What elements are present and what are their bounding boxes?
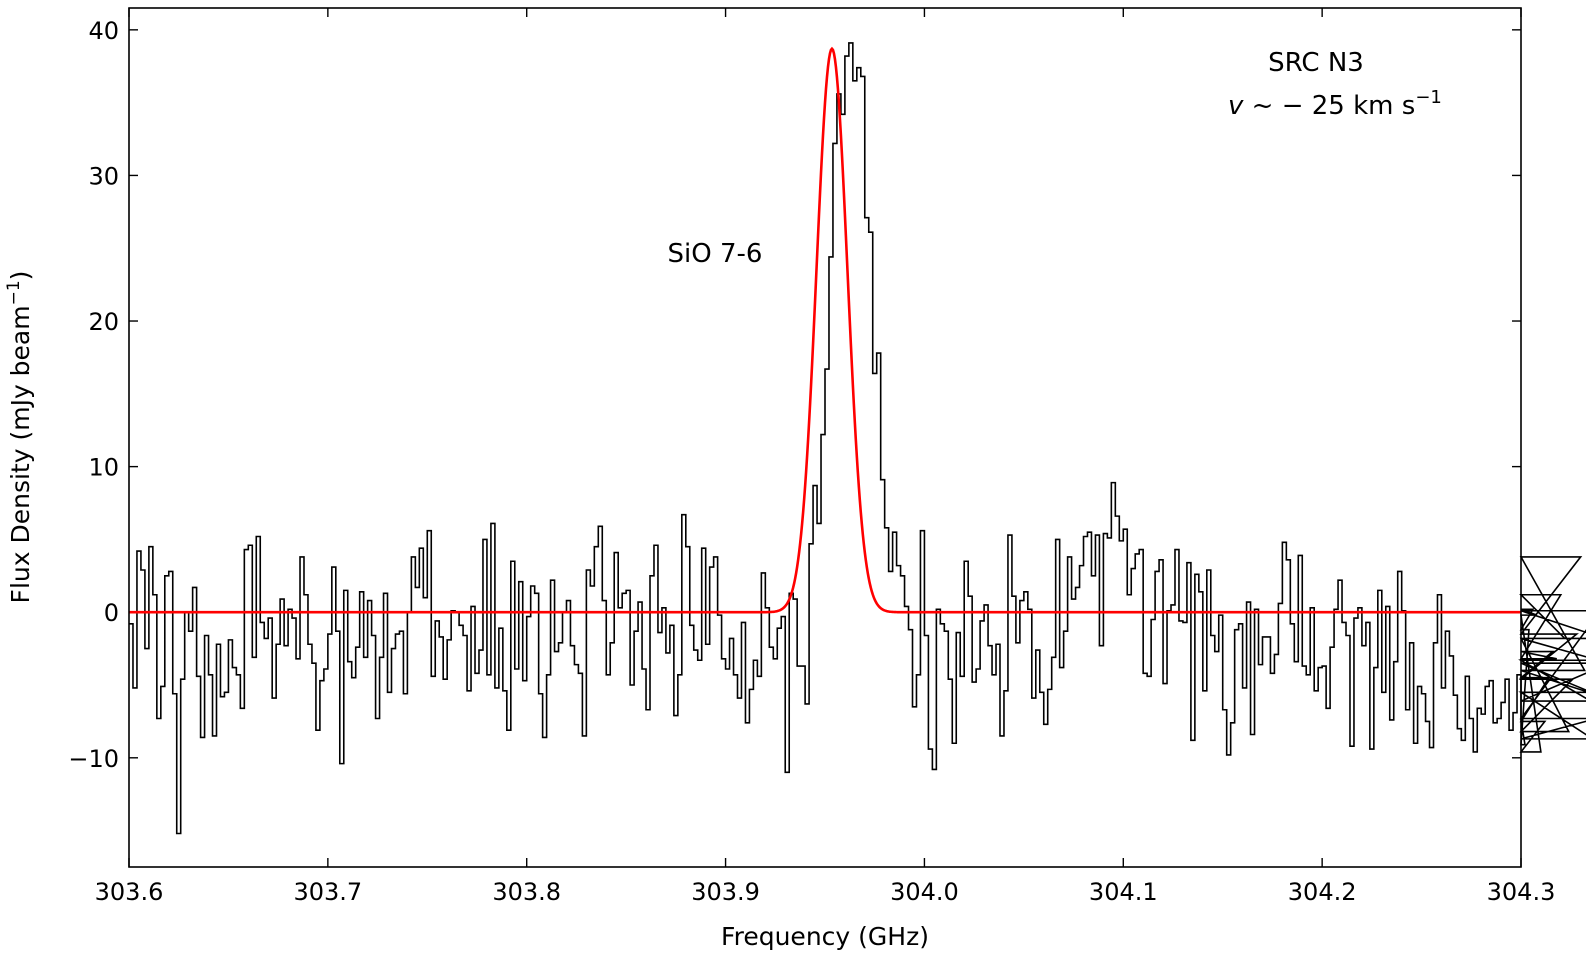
source-annotation: SRC N3: [1268, 48, 1364, 78]
y-tick-label: 10: [88, 454, 119, 482]
velocity-symbol: v: [1228, 91, 1244, 121]
y-tick-label: 0: [104, 599, 119, 627]
y-axis-label-exponent: −1: [4, 280, 24, 305]
x-tick-labels: 303.6 303.7 303.8 303.9 304.0 304.1 304.2 304.3: [95, 878, 1556, 906]
y-axis-label-main: Flux Density (mJy beam: [6, 305, 35, 603]
axis-ticks: [128, 8, 1522, 867]
velocity-value: ~ − 25 km s: [1243, 91, 1415, 121]
x-tick-label: 304.3: [1487, 878, 1556, 906]
plot-frame: [128, 7, 1522, 868]
y-tick-label: 20: [88, 308, 119, 336]
observed-spectrum-step-line: [129, 42, 1586, 835]
y-tick-labels: −10 0 10 20 30 40: [68, 17, 119, 773]
x-tick-label: 303.8: [492, 878, 561, 906]
x-tick-label: 304.2: [1288, 878, 1357, 906]
x-tick-label: 303.6: [95, 878, 164, 906]
x-tick-label: 304.0: [890, 878, 959, 906]
velocity-exponent: −1: [1415, 87, 1442, 108]
velocity-annotation: v ~ − 25 km s−1: [1228, 87, 1442, 121]
x-axis-label: Frequency (GHz): [721, 922, 929, 951]
gaussian-fit-line: [129, 46, 1521, 614]
y-axis-label: Flux Density (mJy beam−1): [4, 271, 35, 604]
y-tick-label: 30: [88, 162, 119, 190]
y-axis-label-close: ): [6, 271, 35, 281]
x-tick-label: 303.9: [691, 878, 760, 906]
y-tick-label: −10: [68, 745, 119, 773]
x-tick-label: 304.1: [1089, 878, 1158, 906]
y-tick-label: 40: [88, 17, 119, 45]
x-tick-label: 303.7: [293, 878, 362, 906]
line-name-annotation: SiO 7-6: [668, 239, 763, 269]
